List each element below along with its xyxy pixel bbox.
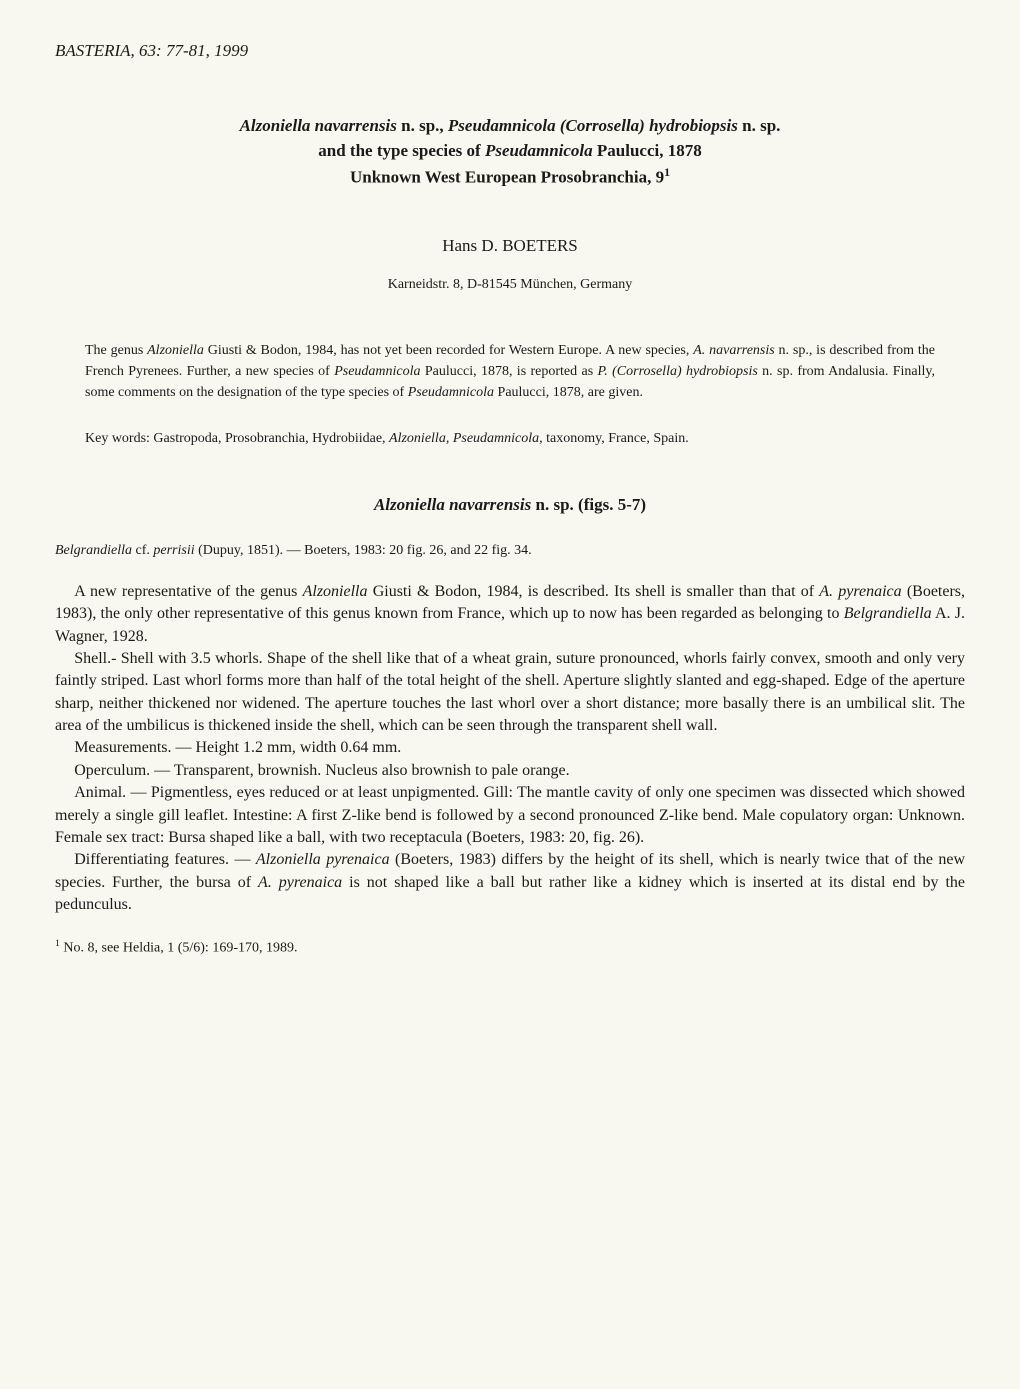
title-line-3: Unknown West European Prosobranchia, 91 [55, 164, 965, 190]
body-paragraph: Measurements. — Height 1.2 mm, width 0.6… [55, 737, 965, 759]
title-line-2: and the type species of Pseudamnicola Pa… [55, 138, 965, 164]
author-name: Hans D. BOETERS [55, 235, 965, 258]
body-paragraph: A new representative of the genus Alzoni… [55, 581, 965, 648]
body-paragraph: Animal. — Pigmentless, eyes reduced or a… [55, 782, 965, 849]
abstract-text: The genus Alzoniella Giusti & Bodon, 198… [85, 340, 935, 403]
journal-header: BASTERIA, 63: 77-81, 1999 [55, 40, 965, 63]
keywords-text: Key words: Gastropoda, Prosobranchia, Hy… [85, 428, 935, 449]
title-line-1: Alzoniella navarrensis n. sp., Pseudamni… [55, 113, 965, 139]
author-affiliation: Karneidstr. 8, D-81545 München, Germany [55, 276, 965, 295]
body-paragraph: Shell.- Shell with 3.5 whorls. Shape of … [55, 648, 965, 738]
body-paragraph: Operculum. — Transparent, brownish. Nucl… [55, 760, 965, 782]
footnote: 1 No. 8, see Heldia, 1 (5/6): 169-170, 1… [55, 937, 965, 959]
section-heading: Alzoniella navarrensis n. sp. (figs. 5-7… [55, 494, 965, 517]
title-section: Alzoniella navarrensis n. sp., Pseudamni… [55, 113, 965, 190]
body-paragraph: Differentiating features. — Alzoniella p… [55, 849, 965, 916]
synonym-line: Belgrandiella cf. perrisii (Dupuy, 1851)… [55, 542, 965, 561]
